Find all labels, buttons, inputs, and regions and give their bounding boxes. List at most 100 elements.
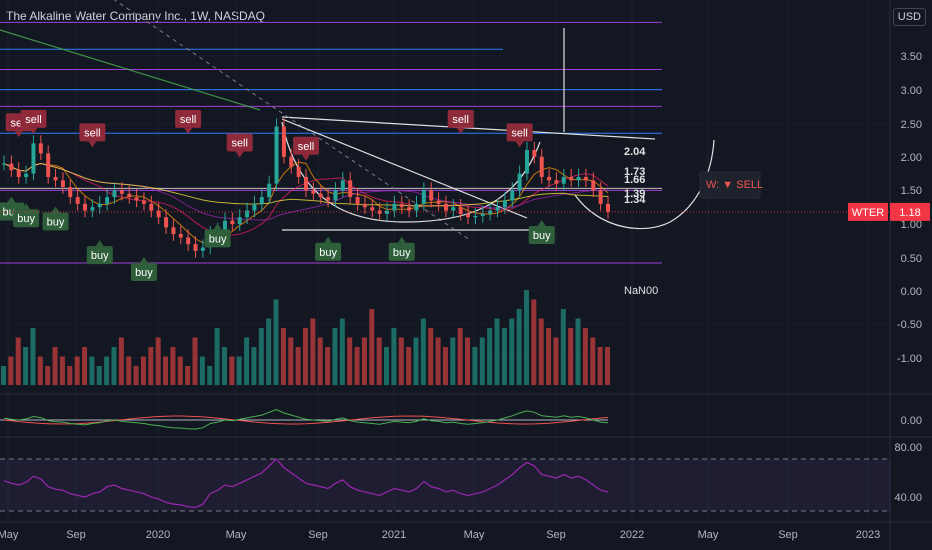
volume-bar (347, 337, 353, 385)
volume-bar (325, 347, 331, 385)
candle-body (304, 176, 308, 191)
buy-arrow-icon (95, 240, 104, 247)
sell-signal: sell (20, 109, 47, 134)
volume-bar (428, 328, 434, 385)
price-tick-label: 2.50 (901, 119, 922, 131)
volume-bar (516, 309, 522, 385)
candle-body (68, 187, 73, 198)
volume-bar (553, 337, 559, 385)
candle-body (443, 203, 448, 211)
volume-bar (501, 328, 507, 385)
volume-bar (104, 356, 110, 385)
volume-bar (531, 299, 537, 385)
volume-bar (369, 309, 375, 385)
sell-label: sell (231, 137, 248, 149)
volume-bar (273, 299, 279, 385)
time-tick-label: May (464, 529, 485, 541)
rsi-band (0, 459, 890, 511)
volume-bar (376, 337, 382, 385)
buy-label: buy (393, 247, 411, 259)
candle-body (598, 190, 603, 204)
buy-label: buy (91, 250, 109, 262)
volume-bar (420, 318, 426, 385)
candle-body (517, 173, 522, 191)
volume-bar (207, 366, 213, 385)
candle-body (237, 217, 242, 224)
volume-bar (310, 318, 316, 385)
volume-bar (258, 328, 264, 385)
candle-body (362, 203, 367, 208)
candle-body (281, 126, 286, 157)
buy-label: buy (17, 213, 35, 225)
candle-body (60, 180, 65, 188)
candle-body (186, 237, 191, 245)
candle-body (171, 227, 176, 235)
sell-signal: sell (447, 109, 474, 134)
sell-arrow-icon (456, 127, 465, 134)
volume-bar (236, 356, 242, 385)
buy-signal: buy (42, 206, 69, 231)
candle-body (399, 203, 404, 208)
candle-body (370, 207, 375, 211)
currency-button[interactable]: USD (892, 8, 926, 26)
candle-body (606, 203, 610, 212)
price-tick-label: 3.00 (901, 85, 922, 97)
volume-bar (214, 328, 220, 385)
volume-bar (280, 328, 286, 385)
price-axis[interactable]: 3.50 3.00 2.50 2.00 1.50 1.00 0.50 0.00 -0.50 -1.… (894, 51, 922, 504)
candle-body (326, 197, 331, 201)
sell-label: sell (511, 127, 528, 139)
sell-badge (293, 136, 319, 155)
candle-body (16, 170, 21, 177)
ticker-tag (848, 202, 888, 221)
time-tick-label: May (0, 529, 19, 541)
time-axis[interactable]: May Sep 2020 May Sep 2021 May Sep 2022 May Sep 2023 (0, 529, 880, 541)
volume-bar (89, 356, 95, 385)
price-tick-label: -1.00 (897, 353, 922, 365)
volume-bar (605, 347, 610, 385)
candle-body (414, 203, 419, 211)
trendline (281, 116, 656, 140)
buy-signal: buy (130, 256, 157, 281)
candle-body (259, 197, 264, 204)
volume-bar (15, 337, 21, 385)
candle-body (178, 234, 183, 238)
volume-bar (523, 290, 529, 385)
candle-body (473, 215, 478, 218)
candle-body (318, 193, 323, 198)
volume-bar (1, 366, 6, 385)
buy-arrow-icon (397, 236, 406, 243)
level-label: 1.39 (624, 188, 645, 200)
candle-body (289, 156, 294, 167)
volume-bar (37, 356, 43, 385)
candle-body (407, 207, 412, 211)
sell-label: sell (180, 114, 197, 126)
sell-arrow-icon (515, 141, 524, 148)
candle-body (421, 190, 426, 204)
volume-bar (465, 337, 471, 385)
sell-signal: sell (293, 136, 319, 161)
volume-bar (582, 328, 588, 385)
price-tags: WTER 1.18 (0, 202, 930, 221)
candle-body (532, 150, 537, 157)
macd-tick-label: 0.00 (901, 415, 922, 427)
volume-bar (295, 347, 301, 385)
volume-bar (546, 328, 552, 385)
sell-badge (447, 109, 474, 128)
candle-body (488, 210, 493, 214)
level-label: 1.66 (624, 174, 645, 186)
candle-body (164, 217, 169, 228)
volume-bar (192, 337, 198, 385)
volume-bar (52, 347, 58, 385)
volume-bar (67, 366, 73, 385)
volume-bar (457, 328, 463, 385)
volume-bar (229, 356, 235, 385)
volume-bar (332, 328, 338, 385)
candle-body (502, 200, 507, 208)
volume-bars (1, 290, 610, 385)
level-label: 1.34 (624, 194, 646, 206)
volume-bar (185, 366, 191, 385)
buy-badge (388, 242, 415, 261)
